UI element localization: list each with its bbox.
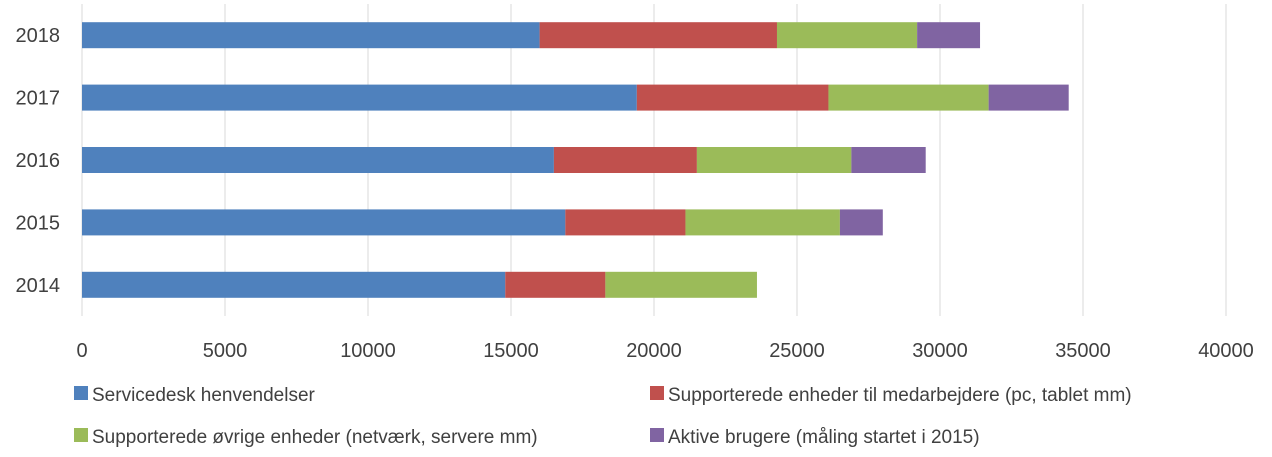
legend-swatch-0 xyxy=(74,386,88,400)
bar-2015-series-3 xyxy=(839,209,883,236)
legend-label-0: Servicedesk henvendelser xyxy=(92,385,316,406)
bar-2016-series-2 xyxy=(696,147,852,173)
category-label-2017: 2017 xyxy=(16,88,61,110)
bars xyxy=(82,22,1069,298)
x-tick-label: 15000 xyxy=(483,340,539,362)
bar-2018-series-1 xyxy=(539,22,777,49)
category-label-2016: 2016 xyxy=(16,150,61,172)
bar-2016-series-1 xyxy=(553,147,697,173)
bar-2018-series-3 xyxy=(917,22,981,49)
x-tick-label: 25000 xyxy=(769,340,825,362)
category-label-2015: 2015 xyxy=(16,212,61,234)
x-tick-label: 10000 xyxy=(340,340,396,362)
category-label-2018: 2018 xyxy=(16,25,61,47)
bar-2015-series-1 xyxy=(565,209,686,236)
x-tick-label: 35000 xyxy=(1055,340,1111,362)
x-tick-label: 20000 xyxy=(626,340,682,362)
legend-swatch-3 xyxy=(650,428,664,442)
legend-label-2: Supporterede øvrige enheder (netværk, se… xyxy=(92,427,538,448)
bar-2016-series-0 xyxy=(82,147,554,173)
bar-2015-series-0 xyxy=(82,209,566,236)
x-tick-label: 40000 xyxy=(1198,340,1254,362)
legend-swatch-2 xyxy=(74,428,88,442)
category-label-2014: 2014 xyxy=(16,275,61,297)
value-axis: 0 5000 10000 15000 20000 25000 30000 35000 40000 xyxy=(76,340,1253,362)
bar-2015-series-2 xyxy=(685,209,840,236)
bar-2017-series-0 xyxy=(82,84,637,111)
legend-label-1: Supporterede enheder til medarbejdere (p… xyxy=(668,385,1132,406)
x-tick-label: 30000 xyxy=(912,340,968,362)
bar-2017-series-2 xyxy=(828,84,989,111)
legend: Servicedesk henvendelser Supporterede enh… xyxy=(74,385,1132,448)
legend-label-3: Aktive brugere (måling startet i 2015) xyxy=(668,427,980,448)
legend-swatch-1 xyxy=(650,386,664,400)
bar-2018-series-0 xyxy=(82,22,540,49)
bar-2014-series-1 xyxy=(505,271,606,298)
x-tick-label: 5000 xyxy=(203,340,248,362)
bar-2014-series-2 xyxy=(605,271,757,298)
bar-2018-series-2 xyxy=(776,22,918,49)
bar-2017-series-3 xyxy=(988,84,1069,111)
category-axis: 2014 2015 2016 2017 2018 xyxy=(16,25,61,297)
bar-2016-series-3 xyxy=(851,147,926,173)
bar-2017-series-1 xyxy=(636,84,829,111)
x-tick-label: 0 xyxy=(76,340,87,362)
bar-2014-series-0 xyxy=(82,271,506,298)
